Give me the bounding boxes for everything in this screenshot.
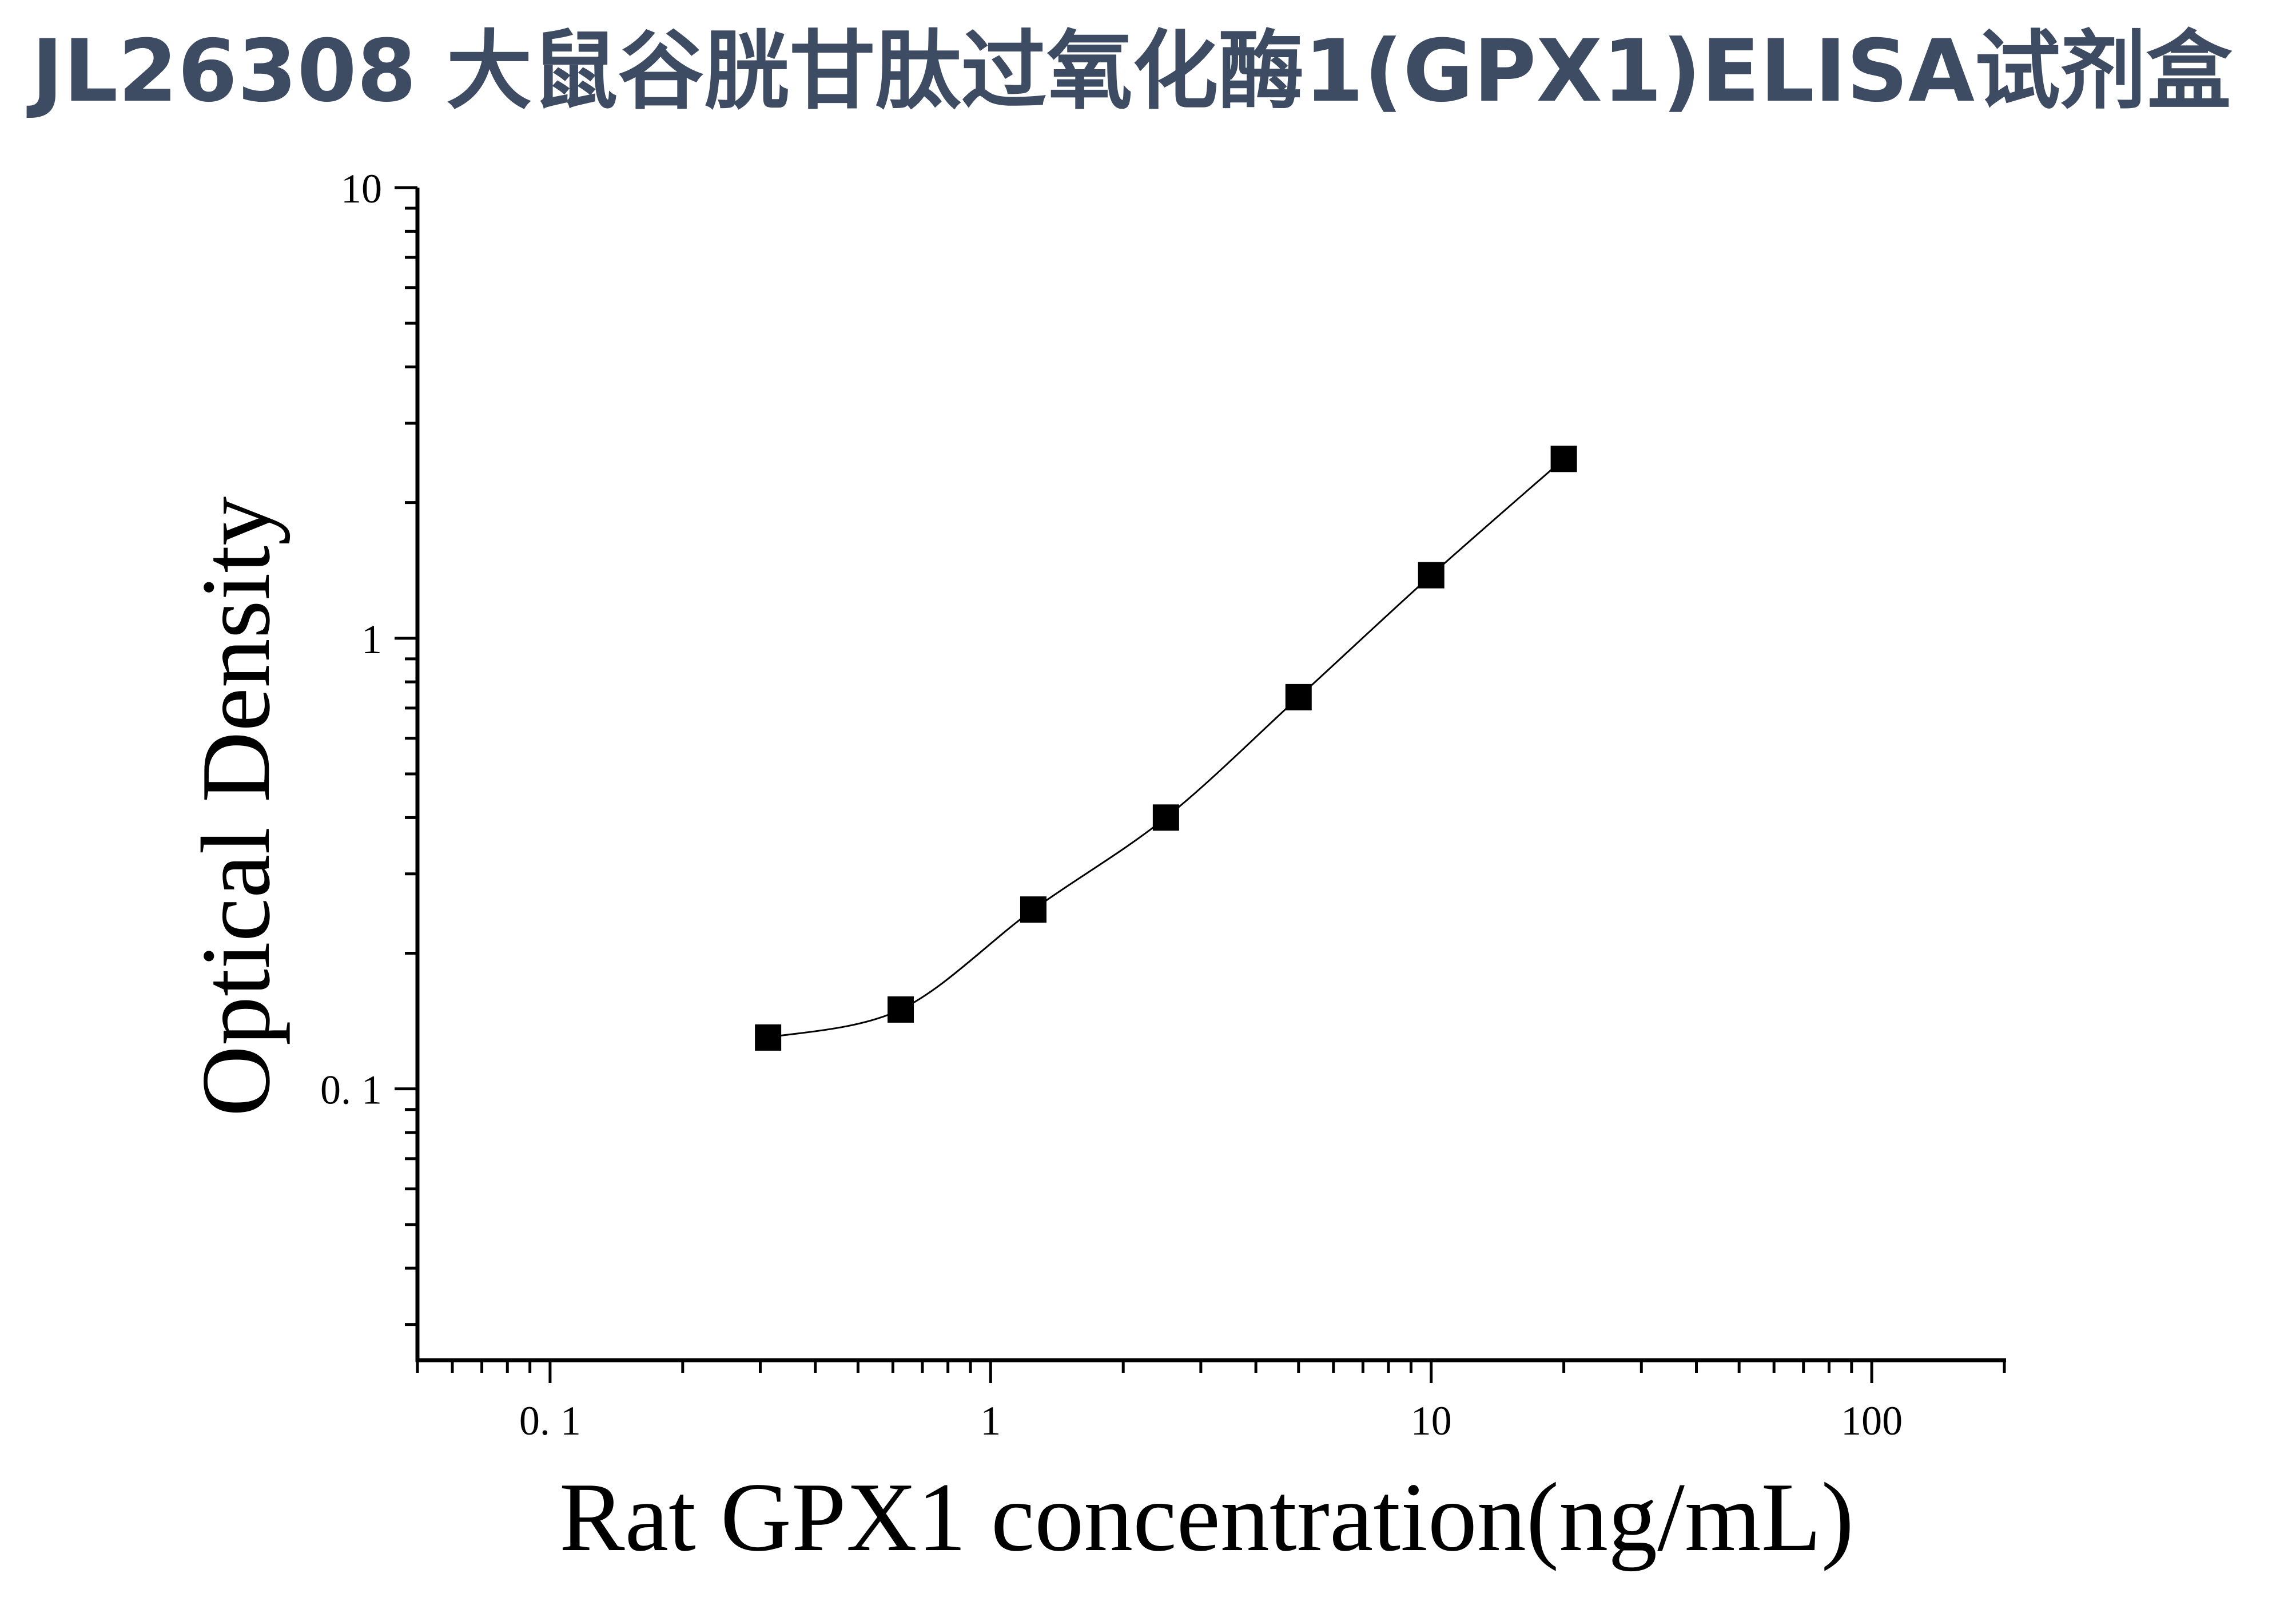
x-tick-label: 1 bbox=[980, 1398, 1001, 1444]
data-point bbox=[1152, 804, 1179, 831]
data-point bbox=[1418, 562, 1445, 589]
x-axis-title: Rat GPX1 concentration(ng/mL) bbox=[559, 1463, 1854, 1572]
data-point bbox=[755, 1024, 782, 1051]
x-tick-label: 0. 1 bbox=[519, 1398, 581, 1444]
fit-curve bbox=[767, 458, 1565, 1039]
fit-curve-layer bbox=[767, 458, 1565, 1039]
y-tick-label: 10 bbox=[341, 166, 382, 212]
x-axis-ticks: 0. 1 1 10 100 bbox=[416, 1360, 2006, 1444]
data-point bbox=[1550, 446, 1577, 472]
page-title: JL26308 大鼠谷胱甘肽过氧化酶1(GPX1)ELISA试剂盒 bbox=[31, 22, 2232, 121]
y-tick-label: 1 bbox=[361, 617, 382, 662]
data-point bbox=[888, 996, 914, 1023]
data-points bbox=[755, 446, 1577, 1051]
y-axis-ticks: 0. 1 1 10 bbox=[320, 166, 417, 1326]
y-tick-label: 0. 1 bbox=[320, 1067, 382, 1113]
x-tick-label: 10 bbox=[1411, 1398, 1452, 1444]
y-axis-title: Optical Density bbox=[182, 496, 291, 1117]
data-point bbox=[1020, 896, 1046, 923]
axes bbox=[415, 188, 2006, 1362]
data-point bbox=[1285, 684, 1312, 710]
x-tick-label: 100 bbox=[1841, 1398, 1903, 1444]
